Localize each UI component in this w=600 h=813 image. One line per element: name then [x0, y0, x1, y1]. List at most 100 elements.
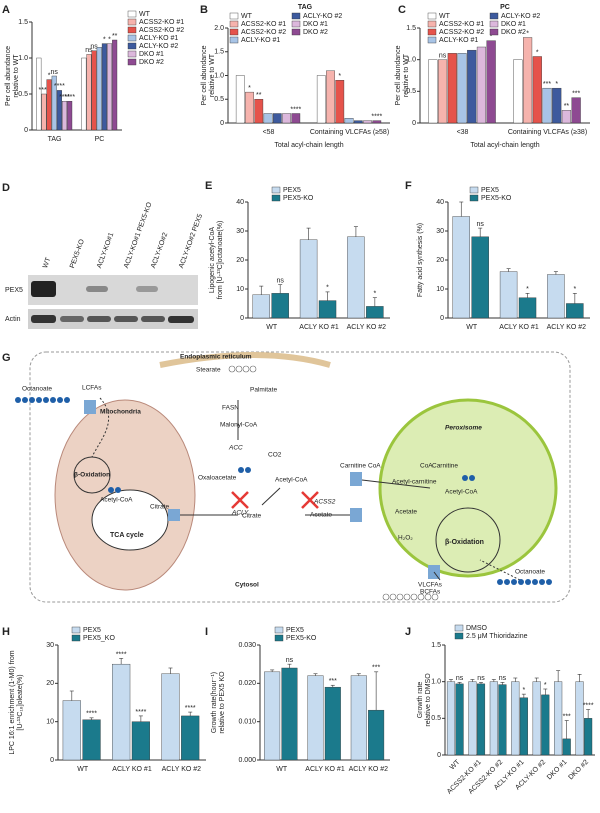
bar [282, 113, 291, 124]
transporter [350, 508, 362, 522]
row-label: Actin [5, 316, 21, 323]
label: Octanoate [515, 569, 545, 576]
x-tick-label: WT [276, 766, 288, 773]
significance: ns [85, 47, 93, 54]
legend-label: PEX5 [83, 627, 101, 634]
bar [566, 303, 584, 319]
lane-label: WT [42, 256, 53, 269]
bar [46, 79, 52, 131]
bar [446, 681, 456, 756]
label: Malonyl-CoA [220, 422, 258, 429]
legend-swatch [71, 626, 81, 634]
x-tick-label: ACLY KO #1 [305, 766, 345, 773]
y-axis-label: Per cell abundance [395, 45, 402, 105]
x-tick-label: ACLY KO #1 [299, 324, 339, 331]
legend-swatch [291, 28, 301, 36]
y-axis-label: LPC 16:1 enrichment (1-M0) from [9, 650, 16, 754]
x-tick-label: DKO #1 [546, 759, 569, 782]
significance: ns [51, 69, 59, 76]
significance: **** [185, 705, 196, 712]
legend-swatch [271, 186, 281, 194]
band [141, 316, 165, 322]
bar [476, 46, 487, 124]
blot-strip [28, 275, 198, 305]
bar [363, 120, 372, 124]
bar [318, 300, 337, 319]
legend-swatch [274, 626, 284, 634]
y-tick-label: 0.5 [18, 91, 28, 98]
significance: ** [564, 103, 570, 110]
bar [62, 700, 81, 761]
bar [101, 43, 107, 131]
bar [457, 53, 467, 124]
legend-label: ACLY-KO #1 [139, 35, 178, 42]
y-tick-label: 30 [46, 642, 54, 649]
legend-label: DKO #2 [303, 29, 328, 36]
significance: * [103, 36, 106, 43]
knockout-cross [301, 491, 319, 509]
significance: ns [476, 221, 484, 228]
y-tick-label: 0 [412, 120, 416, 127]
bar [299, 239, 318, 319]
panel-label: I [205, 626, 208, 638]
legend-label: DMSO [466, 625, 488, 632]
label: Oxaloacetate [198, 475, 237, 482]
label: Palmitate [250, 387, 277, 394]
y-axis-label: relative to WT [403, 53, 410, 97]
label: BCFAs [420, 589, 441, 596]
lane-label: ACLY-KO#1 PEX5-KO [123, 201, 154, 269]
label: CoA [368, 463, 381, 470]
carbon-chain [228, 365, 439, 601]
label: Peroxisome [445, 425, 482, 432]
arrow [433, 571, 441, 581]
legend-swatch [469, 194, 479, 202]
label: ACC [228, 445, 243, 452]
label: TCA cycle [110, 532, 144, 539]
bar [91, 50, 97, 131]
y-tick-label: 0.5 [431, 715, 441, 722]
legend-swatch [229, 36, 239, 44]
significance: **** [135, 709, 146, 716]
legend-label: ACLY-KO #2 [501, 13, 540, 20]
bar [562, 738, 571, 756]
panel-label: E [205, 180, 212, 192]
label: Acetyl-CoA [100, 497, 133, 504]
bar [324, 686, 341, 761]
legend-label: WT [439, 13, 451, 20]
bar [519, 697, 528, 756]
y-tick-label: 20 [46, 680, 54, 687]
label: Acetate [395, 509, 417, 516]
bar [523, 37, 533, 124]
bar [547, 274, 565, 319]
legend-label: 2.5 μM Thioridazine [466, 633, 528, 640]
x-tick-label: <58 [263, 129, 275, 136]
y-tick-label: 1.0 [431, 679, 441, 686]
y-tick-label: 0 [24, 127, 28, 134]
bar [554, 681, 563, 756]
significance: ns [477, 675, 485, 682]
significance: **** [86, 711, 97, 718]
x-tick-label: WT [77, 766, 89, 773]
significance: ns [439, 53, 447, 60]
significance: **** [116, 651, 127, 658]
legend-swatch [291, 12, 301, 20]
y-tick-label: 0.030 [238, 642, 256, 649]
transporter [168, 509, 180, 521]
bar [344, 118, 354, 124]
x-tick-label: WT [466, 324, 478, 331]
significance: *** [372, 665, 380, 672]
y-tick-label: 1.5 [214, 49, 224, 56]
significance: * [544, 682, 547, 689]
x-tick-label: ACLY KO #2 [162, 766, 202, 773]
x-tick-label: ACLY KO #2 [349, 766, 389, 773]
bar [281, 667, 298, 761]
band [168, 316, 194, 323]
y-axis-label: relative to DMSO [425, 673, 432, 727]
bar [86, 54, 92, 131]
legend-swatch [454, 624, 464, 632]
legend-label: ACLY-KO #2 [303, 13, 342, 20]
significance: **** [54, 83, 65, 90]
bar [96, 47, 102, 131]
y-axis-label: Per cell abundance [201, 45, 208, 105]
significance: * [338, 73, 341, 80]
